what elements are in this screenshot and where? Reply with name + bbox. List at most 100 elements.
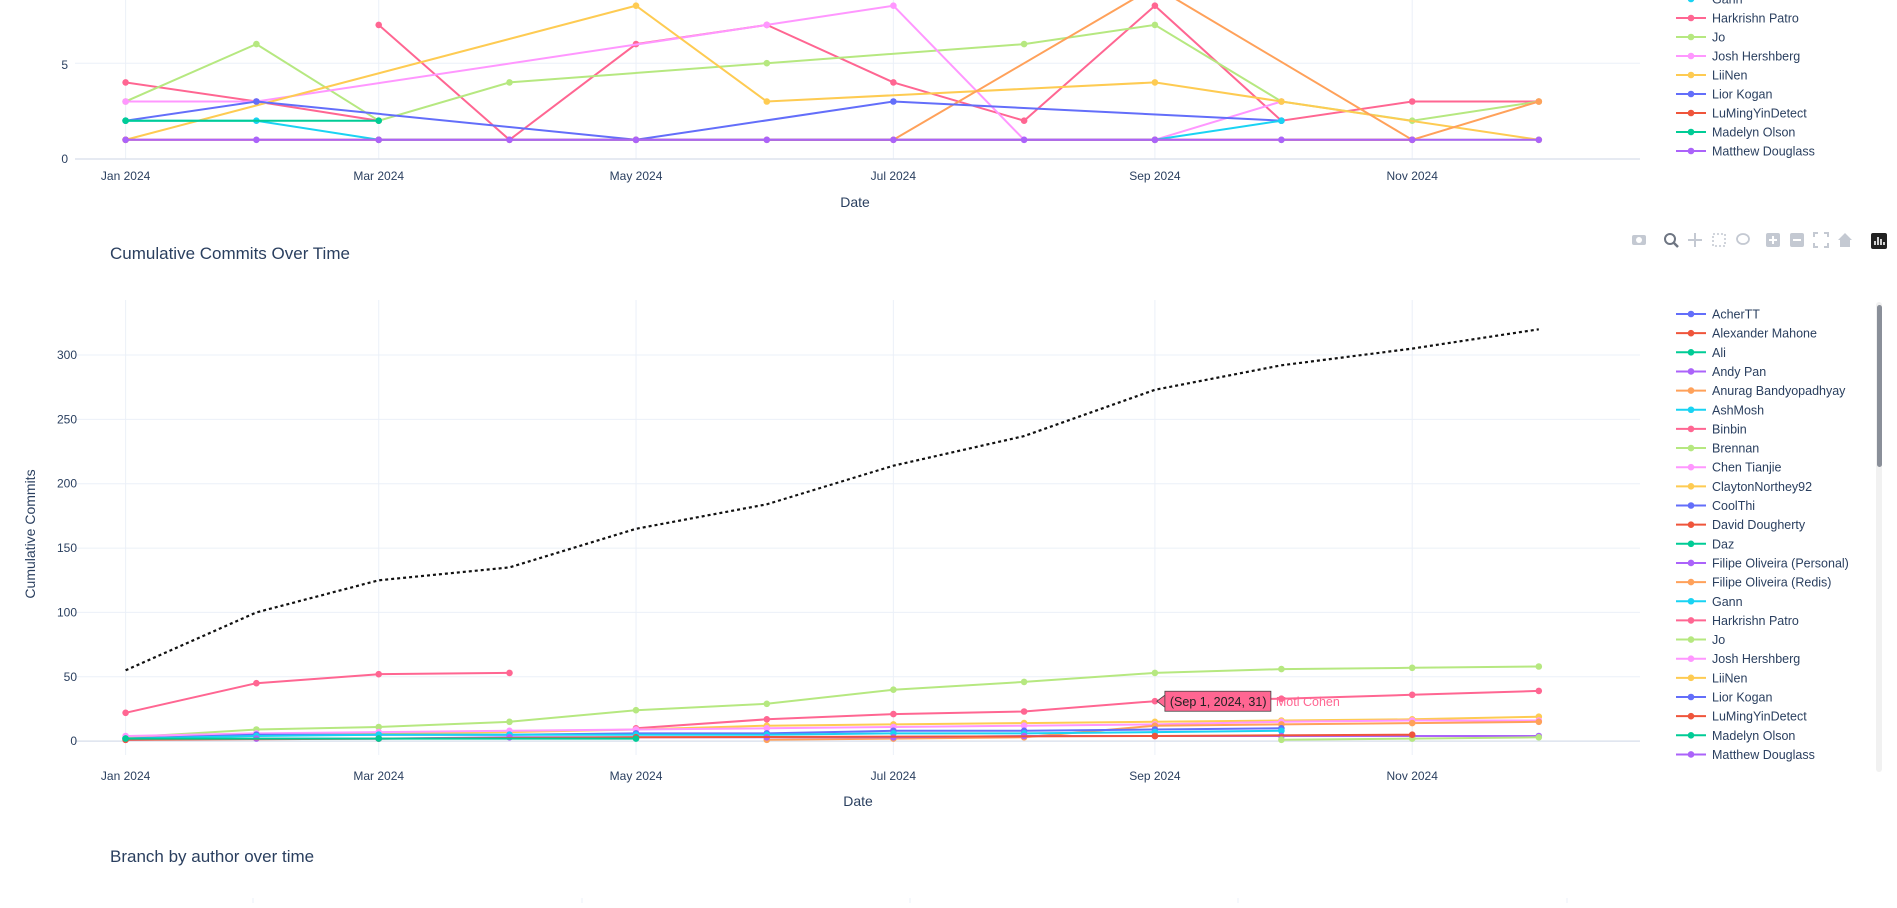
data-point[interactable]	[1151, 732, 1159, 740]
series-line[interactable]	[125, 328, 1539, 672]
data-point[interactable]	[1408, 136, 1416, 144]
modebar[interactable]	[1632, 232, 1887, 249]
series-line[interactable]	[122, 136, 1543, 144]
data-point[interactable]	[375, 723, 383, 731]
main-chart-legend[interactable]: AcherTT Alexander Mahone Ali Andy Pan Anurag…	[1676, 308, 1849, 762]
data-point[interactable]	[890, 686, 897, 693]
legend-item[interactable]: Gann	[1676, 595, 1743, 609]
data-point[interactable]	[1151, 2, 1159, 10]
series-line[interactable]	[122, 669, 513, 717]
legend-item[interactable]: Andy Pan	[1676, 365, 1766, 379]
data-point[interactable]	[1020, 117, 1028, 124]
data-point[interactable]	[890, 710, 897, 718]
legend-item[interactable]: LuMingYinDetect	[1676, 710, 1807, 724]
data-point[interactable]	[506, 136, 513, 144]
data-point[interactable]	[253, 679, 260, 687]
data-point[interactable]	[1020, 678, 1028, 686]
data-point[interactable]	[253, 136, 260, 144]
data-point[interactable]	[1278, 727, 1285, 735]
legend-item[interactable]: Lior Kogan	[1676, 691, 1773, 705]
legend-item[interactable]: Brennan	[1676, 442, 1759, 456]
data-point[interactable]	[1278, 98, 1285, 105]
data-point[interactable]	[763, 725, 771, 732]
series-path[interactable]	[125, 23, 1539, 122]
data-point[interactable]	[632, 706, 640, 714]
data-point[interactable]	[1020, 40, 1028, 48]
box-select-icon[interactable]	[1712, 233, 1726, 247]
legend-item[interactable]: CoolThi	[1676, 499, 1755, 513]
data-point[interactable]	[122, 117, 129, 124]
data-point[interactable]	[1535, 136, 1543, 144]
data-point[interactable]	[1408, 664, 1416, 672]
legend-item[interactable]: Anurag Bandyopadhyay	[1676, 384, 1846, 398]
series-path[interactable]	[125, 671, 510, 714]
legend-item[interactable]: Jo	[1676, 31, 1725, 45]
autoscale-icon[interactable]	[1813, 232, 1829, 248]
legend-item[interactable]: Binbin	[1676, 422, 1747, 436]
plotly-logo-icon[interactable]	[1871, 233, 1887, 249]
data-point[interactable]	[253, 40, 260, 48]
legend-item[interactable]: Josh Hershberg	[1676, 50, 1800, 64]
legend-item[interactable]: Madelyn Olson	[1676, 729, 1795, 743]
legend-item[interactable]: LuMingYinDetect	[1676, 107, 1807, 121]
series-path[interactable]	[125, 328, 1539, 672]
data-point[interactable]	[890, 98, 897, 105]
series-line[interactable]	[122, 117, 383, 124]
main-chart[interactable]: Cumulative Commits Over Time 0 50 100 150 20…	[22, 244, 1882, 809]
data-point[interactable]	[1151, 697, 1159, 705]
top-chart-lines[interactable]	[122, 0, 1543, 144]
legend-item[interactable]: Lior Kogan	[1676, 88, 1773, 102]
data-point[interactable]	[890, 2, 897, 10]
data-point[interactable]	[1278, 695, 1285, 702]
series-path[interactable]	[125, 719, 1539, 737]
legend-item[interactable]: Filipe Oliveira (Redis)	[1676, 576, 1831, 590]
data-point[interactable]	[763, 136, 771, 144]
data-point[interactable]	[122, 735, 129, 742]
data-point[interactable]	[506, 718, 513, 726]
legend-item[interactable]: Chen Tianjie	[1676, 461, 1782, 475]
data-point[interactable]	[375, 670, 383, 678]
series-path[interactable]	[125, 729, 1282, 740]
legend-scrollbar[interactable]	[1876, 302, 1882, 772]
data-point[interactable]	[122, 98, 129, 105]
legend-item[interactable]: Matthew Douglass	[1676, 748, 1815, 762]
series-path[interactable]	[125, 665, 1539, 739]
lasso-icon[interactable]	[1736, 233, 1750, 245]
data-point[interactable]	[763, 21, 771, 29]
data-point[interactable]	[506, 669, 513, 677]
data-point[interactable]	[763, 59, 771, 67]
pan-icon[interactable]	[1688, 233, 1702, 247]
data-point[interactable]	[1151, 669, 1159, 677]
data-point[interactable]	[506, 79, 513, 86]
data-point[interactable]	[1020, 136, 1028, 144]
data-point[interactable]	[1020, 722, 1028, 729]
legend-item[interactable]: Gann	[1676, 0, 1743, 7]
data-point[interactable]	[1151, 136, 1159, 144]
zoom-icon[interactable]	[1664, 233, 1679, 248]
data-point[interactable]	[1278, 665, 1285, 673]
legend-item[interactable]: AcherTT	[1676, 308, 1760, 322]
legend-item[interactable]: Daz	[1676, 537, 1734, 551]
data-point[interactable]	[1151, 79, 1159, 86]
data-point[interactable]	[890, 136, 897, 144]
legend-item[interactable]: Jo	[1676, 633, 1725, 647]
zoom-out-icon[interactable]	[1790, 233, 1804, 247]
data-point[interactable]	[1535, 734, 1543, 741]
data-point[interactable]	[1020, 708, 1028, 715]
legend-item[interactable]: ClaytonNorthey92	[1676, 480, 1812, 494]
series-path[interactable]	[635, 689, 1539, 730]
series-path[interactable]	[125, 715, 1539, 740]
series-path[interactable]	[125, 4, 1282, 141]
series-line[interactable]	[122, 2, 1285, 144]
data-point[interactable]	[632, 136, 640, 144]
data-point[interactable]	[1535, 718, 1543, 726]
data-point[interactable]	[1535, 687, 1543, 695]
data-point[interactable]	[375, 21, 383, 29]
legend-item[interactable]: Filipe Oliveira (Personal)	[1676, 556, 1849, 570]
series-path[interactable]	[125, 4, 1539, 141]
legend-item[interactable]: LiiNen	[1676, 671, 1747, 685]
data-point[interactable]	[1408, 691, 1416, 699]
legend-item[interactable]: Madelyn Olson	[1676, 126, 1795, 140]
data-point[interactable]	[763, 98, 771, 105]
data-point[interactable]	[375, 136, 383, 144]
